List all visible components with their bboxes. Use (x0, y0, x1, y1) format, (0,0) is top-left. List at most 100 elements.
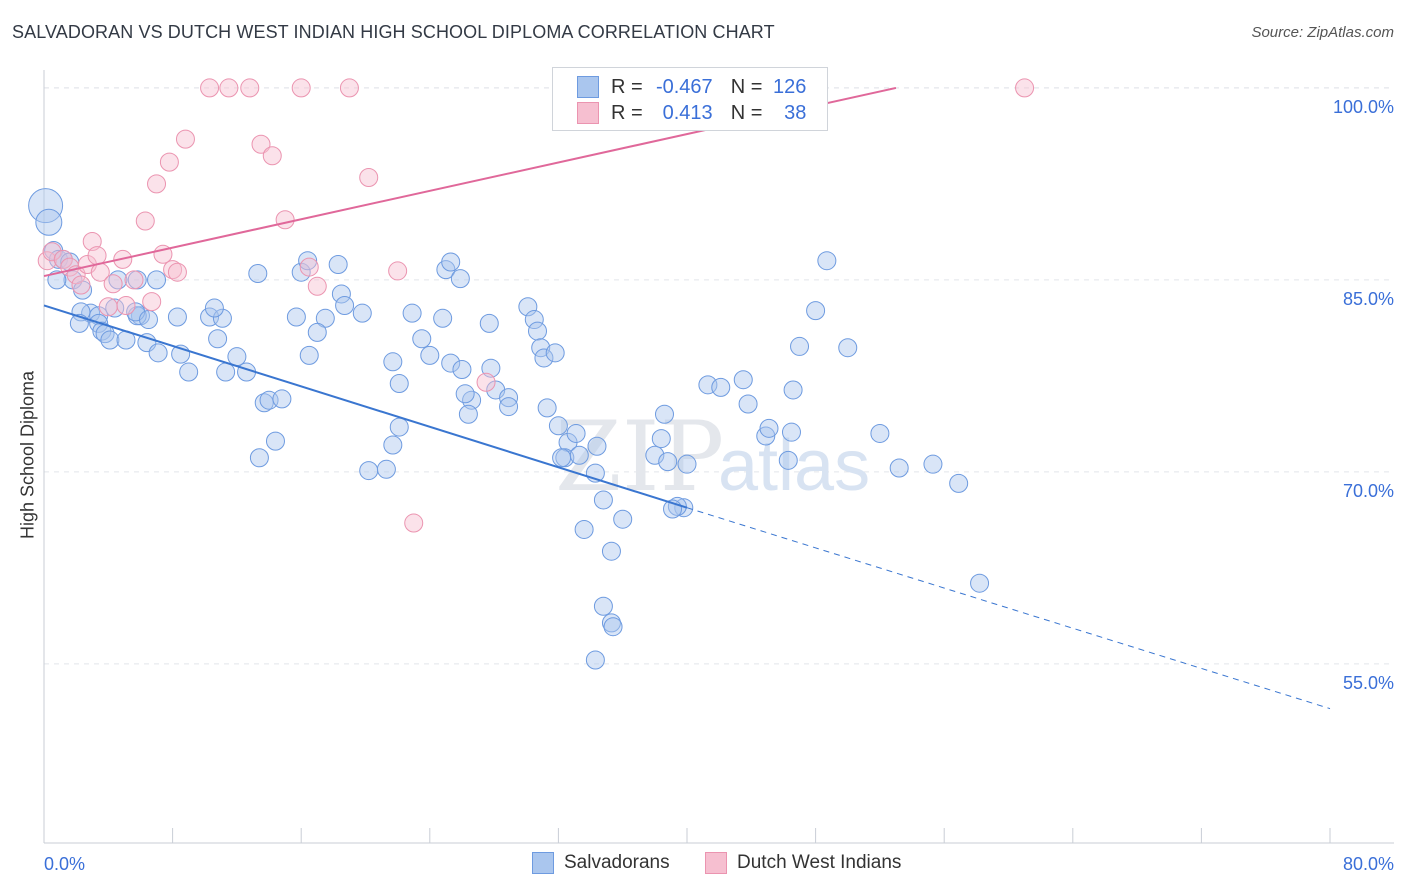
salvadoran-point (537, 398, 557, 418)
watermark-zip: ZIP (555, 401, 724, 513)
dutch-west-indian-point (53, 249, 73, 269)
chart-title: SALVADORAN VS DUTCH WEST INDIAN HIGH SCH… (12, 22, 775, 42)
salvadoran-point (531, 338, 551, 358)
salvadoran-point (249, 448, 269, 468)
salvadoran-point (433, 308, 453, 328)
axes (43, 70, 1394, 844)
y-tick-label: 55.0% (1343, 673, 1394, 693)
salvadorans-swatch (577, 76, 599, 98)
salvadoran-point (569, 445, 589, 465)
salvadoran-point (359, 461, 379, 481)
r-value-dutch-west-indians: 0.413 (662, 101, 713, 124)
salvadoran-point (383, 435, 403, 455)
legend-label-dutch-west-indians: Dutch West Indians (737, 852, 902, 873)
salvadoran-point (383, 352, 403, 372)
dutch-west-indian-point (42, 242, 62, 262)
n-value-salvadorans: 126 (773, 75, 807, 98)
salvadoran-point (315, 308, 335, 328)
salvadoran-point (402, 303, 422, 323)
salvadoran-point (138, 310, 158, 330)
salvadoran-point (781, 422, 801, 442)
salvadoran-point (651, 429, 671, 449)
salvadoran-point (923, 454, 943, 474)
dutch-west-indian-point (1015, 78, 1035, 98)
salvadoran-point (352, 303, 372, 323)
salvadoran-point (524, 310, 544, 330)
legend-row-dutch-west-indians: R = 0.413 N = 38 (577, 101, 806, 125)
salvadoran-point (534, 348, 554, 368)
y-tick-label: 85.0% (1343, 289, 1394, 309)
dutch-west-indian-point (163, 260, 183, 280)
salvadorans-trend-extension (686, 507, 1331, 710)
salvadoran-point (733, 370, 753, 390)
dutch-west-indian-point (404, 513, 424, 533)
salvadoran-point (806, 301, 826, 321)
salvadoran-point (100, 330, 120, 350)
salvadoran-point (35, 208, 63, 236)
salvadoran-point (441, 252, 461, 272)
salvadoran-point (738, 394, 758, 414)
salvadoran-point (838, 338, 858, 358)
salvadoran-point (603, 617, 623, 637)
dutch-west-indian-point (167, 262, 187, 282)
salvadoran-point (212, 308, 232, 328)
source-label: Source: ZipAtlas.com (1251, 24, 1394, 41)
dutch-west-indian-point (359, 168, 379, 188)
salvadoran-point (307, 322, 327, 342)
correlation-legend: R = -0.467 N = 126 R = 0.413 N = 38 (552, 67, 828, 131)
r-value-salvadorans: -0.467 (655, 75, 713, 98)
dutch-west-indian-point (103, 274, 123, 294)
salvadoran-point (566, 423, 586, 443)
salvadoran-point (376, 459, 396, 479)
salvadoran-point (654, 404, 674, 424)
salvadoran-point (817, 251, 837, 271)
salvadoran-point (759, 418, 779, 438)
salvadorans-trend-line (43, 304, 688, 509)
legend-item-dutch-west-indians[interactable]: Dutch West Indians (705, 852, 901, 874)
dutch-west-indian-point (200, 78, 220, 98)
salvadoran-point (756, 426, 776, 446)
dutch-west-indian-point (240, 78, 260, 98)
dutch-west-indian-point (307, 276, 327, 296)
legend-item-salvadorans[interactable]: Salvadorans (532, 852, 670, 874)
series-legend: Salvadorans Dutch West Indians (0, 852, 1406, 878)
dutch-west-indians-swatch (577, 102, 599, 124)
salvadoran-point (420, 345, 440, 365)
salvadoran-point (677, 454, 697, 474)
salvadoran-point (204, 298, 224, 318)
salvadoran-point (147, 270, 167, 290)
watermark-atlas: atlas (718, 426, 870, 506)
salvadoran-point (227, 347, 247, 367)
salvadoran-point (528, 321, 548, 341)
salvadoran-point (970, 573, 990, 593)
dutch-west-indian-point (159, 152, 179, 172)
salvadoran-point (574, 519, 594, 539)
dutch-west-indian-point (116, 295, 136, 315)
dutch-west-indian-point (82, 231, 102, 251)
dutch-west-indian-point (275, 210, 295, 230)
salvadoran-point (28, 188, 64, 224)
dutch-west-indian-point (388, 261, 408, 281)
salvadoran-point (335, 295, 355, 315)
salvadoran-point (331, 284, 351, 304)
dutch-west-indian-point (37, 251, 57, 271)
dutch-west-indian-point (124, 270, 144, 290)
salvadoran-point (148, 343, 168, 363)
salvadoran-point (613, 509, 633, 529)
salvadorans-legend-swatch (532, 852, 554, 874)
salvadoran-point (248, 263, 268, 283)
tick-labels: 100.0% 85.0% 70.0% 55.0% 0.0% 80.0% (44, 97, 1394, 874)
salvadoran-point (593, 490, 613, 510)
salvadorans-points (28, 188, 990, 670)
dutch-west-indian-point (87, 246, 107, 266)
dutch-west-indian-point (251, 134, 271, 154)
salvadoran-point (450, 269, 470, 289)
y-tick-label: 70.0% (1343, 481, 1394, 501)
salvadoran-point (298, 251, 318, 271)
salvadoran-point (593, 596, 613, 616)
salvadoran-point (328, 255, 348, 275)
dutch-west-indian-point (135, 211, 155, 231)
dutch-west-indian-point (476, 372, 496, 392)
